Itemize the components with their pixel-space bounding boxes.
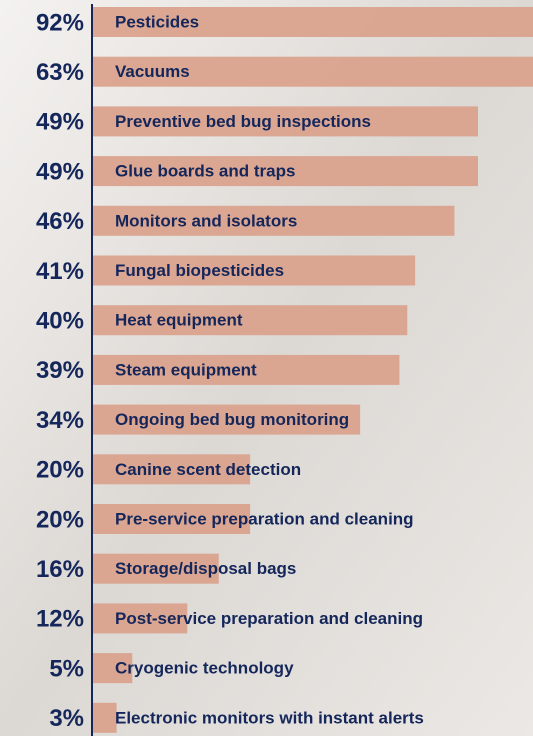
chart: Pesticides 92% Vacuums 63% Preventive bed bu… [0,0,533,736]
value-label: 63% [36,59,84,86]
value-label: 20% [36,457,84,484]
value-label: 12% [36,606,84,633]
value-label: 49% [36,158,84,185]
value-label: 39% [36,357,84,384]
category-label: Canine scent detection [115,460,301,479]
category-label: Fungal biopesticides [115,261,284,280]
value-label: 5% [49,655,84,682]
category-label: Storage/disposal bags [115,559,296,578]
category-label: Electronic monitors with instant alerts [115,708,424,727]
page: Pesticides 92% Vacuums 63% Preventive bed bu… [0,0,533,736]
category-label: Post-service preparation and cleaning [115,609,423,628]
category-label: Steam equipment [115,360,257,379]
value-label: 3% [49,705,84,732]
value-label: 41% [36,258,84,285]
value-label: 40% [36,308,84,335]
bar [93,703,117,733]
value-label: 34% [36,407,84,434]
category-label: Ongoing bed bug monitoring [115,410,349,429]
category-label: Preventive bed bug inspections [115,112,371,131]
category-label: Heat equipment [115,311,243,330]
category-label: Glue boards and traps [115,162,295,181]
category-label: Pre-service preparation and cleaning [115,509,414,528]
category-label: Pesticides [115,12,199,31]
category-label: Vacuums [115,62,190,81]
value-label: 46% [36,208,84,235]
category-label: Cryogenic technology [115,659,294,678]
category-label: Monitors and isolators [115,211,297,230]
value-label: 49% [36,109,84,136]
value-label: 92% [36,9,84,36]
value-label: 16% [36,556,84,583]
value-label: 20% [36,506,84,533]
